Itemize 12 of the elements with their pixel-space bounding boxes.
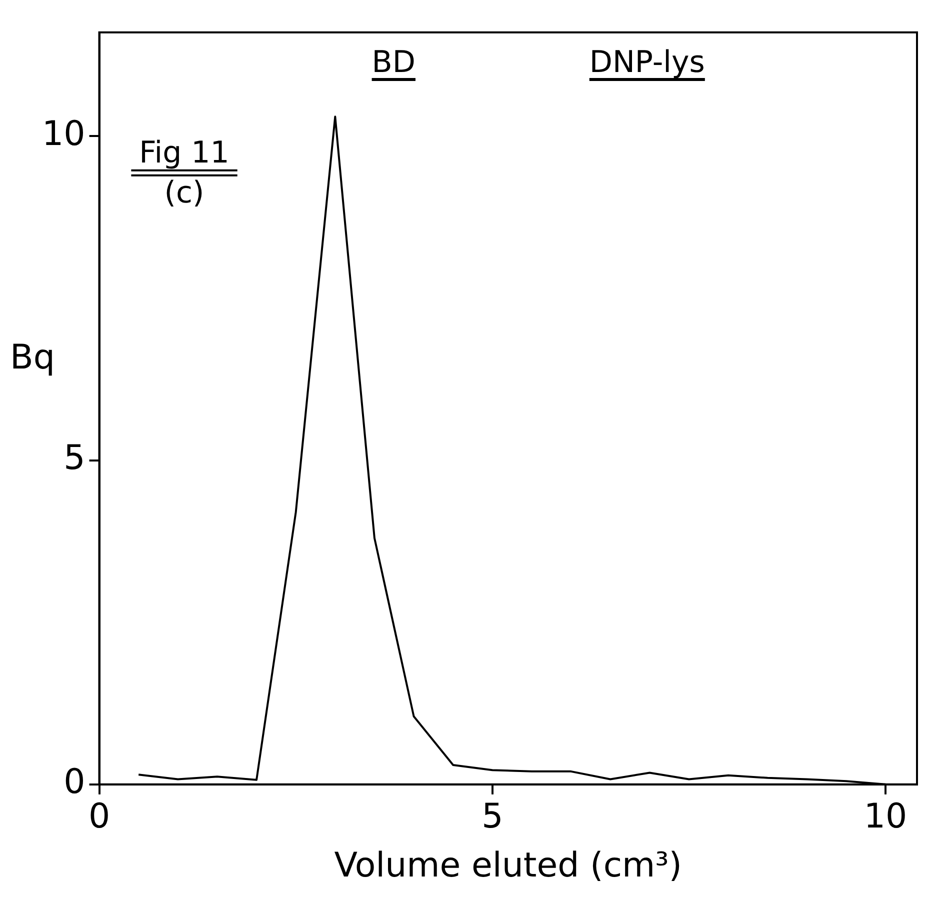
y-tick-label: 10 [42, 114, 86, 154]
annotation: BD [370, 45, 416, 80]
y-axis-title: Bq [10, 337, 55, 378]
x-tick-label: 5 [482, 796, 504, 837]
annotation: (c) [164, 175, 204, 210]
y-tick-label: 0 [64, 762, 86, 802]
y-tick-label: 5 [64, 438, 86, 478]
x-axis-title: Volume eluted (cm³) [334, 845, 682, 886]
annotation: DNP-lys [588, 45, 706, 80]
x-tick-label: 10 [864, 796, 908, 837]
x-tick-label: 0 [88, 796, 110, 837]
annotation: Fig 11 [139, 135, 230, 170]
